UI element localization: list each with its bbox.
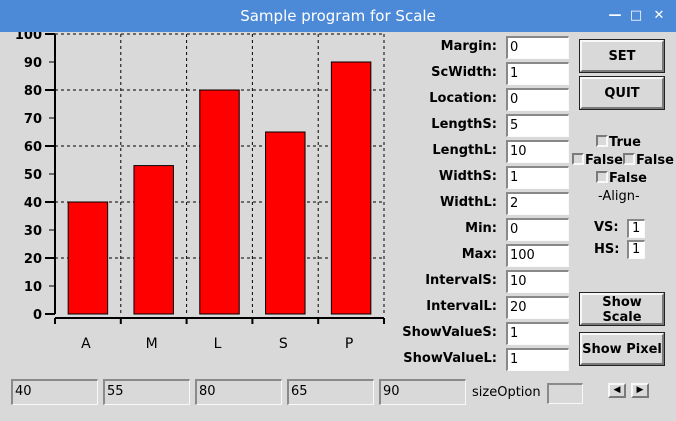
field-label: Margin: <box>440 39 497 54</box>
field-label: WidthL: <box>439 195 497 210</box>
y-tick-label: 90 <box>24 56 42 71</box>
checkbox-icon <box>623 153 635 165</box>
field-input[interactable]: 0 <box>506 218 569 241</box>
y-tick-label: 20 <box>24 252 42 267</box>
field-label: ScWidth: <box>431 65 497 80</box>
align-left-label: False <box>585 153 623 168</box>
field-label: LengthS: <box>431 117 497 132</box>
y-tick-label: 0 <box>33 308 42 323</box>
value-field[interactable]: 55 <box>103 379 190 405</box>
x-tick-label: L <box>214 336 222 352</box>
y-tick-label: 70 <box>24 112 42 127</box>
align-right-checkbox[interactable]: False <box>623 153 674 168</box>
show-scale-button[interactable]: Show Scale <box>579 292 665 326</box>
bar-chart: 0 10 20 30 40 50 60 70 80 90 100 A M L S P <box>15 32 385 352</box>
y-tick-label: 100 <box>15 32 42 43</box>
quit-button[interactable]: QUIT <box>579 76 665 110</box>
close-icon[interactable]: ✕ <box>653 8 665 23</box>
align-right-label: False <box>636 153 674 168</box>
field-input[interactable]: 1 <box>506 322 569 345</box>
vs-label: VS: <box>594 220 619 235</box>
value-field[interactable]: 80 <box>195 379 282 405</box>
field-label: Max: <box>461 247 497 262</box>
align-caption: -Align- <box>598 189 640 204</box>
field-label: Location: <box>429 91 497 106</box>
arrow-left-button[interactable]: ◀ <box>608 383 626 398</box>
field-input[interactable]: 5 <box>506 114 569 137</box>
checkbox-icon <box>596 135 608 147</box>
show-pixel-button[interactable]: Show Pixel <box>579 332 665 366</box>
align-top-checkbox[interactable]: True <box>596 135 641 150</box>
y-tick-label: 30 <box>24 224 42 239</box>
field-label: Min: <box>465 221 497 236</box>
bar <box>67 201 109 315</box>
set-button[interactable]: SET <box>579 39 665 73</box>
value-field[interactable]: 40 <box>11 379 98 405</box>
field-input[interactable]: 0 <box>506 36 569 59</box>
checkbox-icon <box>572 153 584 165</box>
window-title: Sample program for Scale <box>240 7 436 25</box>
field-label: IntervalL: <box>426 299 497 314</box>
field-label: ShowValueL: <box>403 351 497 366</box>
align-top-label: True <box>609 135 641 150</box>
field-label: IntervalS: <box>425 273 497 288</box>
size-option-field[interactable] <box>547 383 583 404</box>
align-left-checkbox[interactable]: False <box>572 153 623 168</box>
bar <box>199 89 240 315</box>
y-tick-label: 80 <box>24 84 42 99</box>
field-input[interactable]: 1 <box>506 348 569 371</box>
field-input[interactable]: 10 <box>506 140 569 163</box>
maximize-icon[interactable]: □ <box>629 8 643 23</box>
y-tick-label: 10 <box>24 280 42 295</box>
x-tick-label: A <box>81 336 91 352</box>
field-label: ShowValueS: <box>402 325 497 340</box>
align-bottom-checkbox[interactable]: False <box>596 171 647 186</box>
bar <box>265 131 306 315</box>
size-option-label: sizeOption <box>472 385 541 400</box>
y-tick-label: 40 <box>24 196 42 211</box>
y-tick-label: 50 <box>24 168 42 183</box>
minimize-icon[interactable]: — <box>608 8 622 23</box>
checkbox-icon <box>596 171 608 183</box>
hs-field[interactable]: 1 <box>627 240 645 259</box>
bar <box>330 61 372 315</box>
x-tick-label: M <box>146 336 158 352</box>
align-bottom-label: False <box>609 171 647 186</box>
field-label: LengthL: <box>432 143 497 158</box>
y-tick-label: 60 <box>24 140 42 155</box>
x-tick-label: S <box>279 336 288 352</box>
field-input[interactable]: 1 <box>506 166 569 189</box>
field-input[interactable]: 20 <box>506 296 569 319</box>
x-tick-label: P <box>345 336 353 352</box>
hs-label: HS: <box>594 242 620 257</box>
bar <box>133 165 174 315</box>
field-input[interactable]: 0 <box>506 88 569 111</box>
vs-field[interactable]: 1 <box>627 219 645 238</box>
field-input[interactable]: 1 <box>506 62 569 85</box>
field-input[interactable]: 10 <box>506 270 569 293</box>
field-input[interactable]: 2 <box>506 192 569 215</box>
value-field[interactable]: 90 <box>379 379 466 405</box>
value-field[interactable]: 65 <box>287 379 374 405</box>
field-label: WidthS: <box>438 169 497 184</box>
title-bar: Sample program for Scale — □ ✕ <box>0 0 676 32</box>
arrow-right-button[interactable]: ▶ <box>631 383 649 398</box>
field-input[interactable]: 100 <box>506 244 569 267</box>
